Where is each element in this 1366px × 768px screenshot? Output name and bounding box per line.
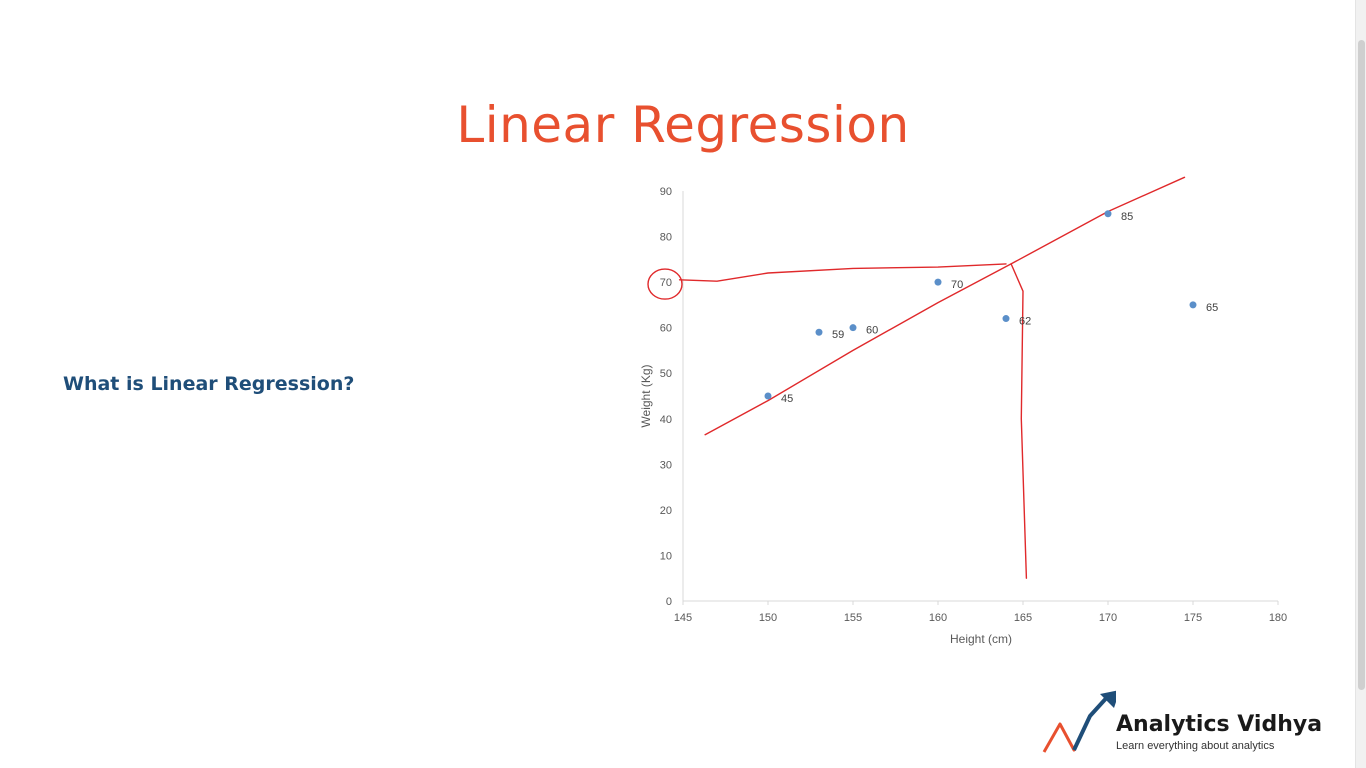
y-tick-label: 40 <box>660 414 672 426</box>
vertical-guide-line <box>1010 263 1028 579</box>
data-label: 59 <box>832 329 844 341</box>
x-tick-label: 175 <box>1184 612 1202 624</box>
data-point <box>764 392 772 400</box>
data-label: 60 <box>866 325 878 337</box>
y-axis-title: Weight (Kg) <box>639 364 653 427</box>
data-point <box>849 324 857 332</box>
slide-title: Linear Regression <box>456 96 910 154</box>
x-tick-label: 160 <box>929 612 947 624</box>
y-tick-label: 20 <box>660 505 672 517</box>
circled-tick-annotation <box>647 268 683 300</box>
chart-annotations <box>647 176 1186 579</box>
y-tick-label: 50 <box>660 368 672 380</box>
data-label: 62 <box>1019 316 1031 328</box>
x-tick-label: 180 <box>1269 612 1287 624</box>
y-tick-label: 80 <box>660 232 672 244</box>
x-tick-label: 145 <box>674 612 692 624</box>
x-axis-title: Height (cm) <box>950 632 1012 646</box>
analytics-vidhya-logo: Analytics Vidhya Learn everything about … <box>1040 688 1340 758</box>
question-text: What is Linear Regression? <box>63 373 355 395</box>
data-label: 70 <box>951 279 963 291</box>
logo-name: Analytics Vidhya <box>1116 712 1323 737</box>
logo-tagline: Learn everything about analytics <box>1116 740 1275 752</box>
data-label: 65 <box>1206 302 1218 314</box>
chart-axes <box>682 191 1278 602</box>
data-label: 85 <box>1121 211 1133 223</box>
data-point <box>1189 301 1197 309</box>
data-point <box>934 278 942 286</box>
data-label: 45 <box>781 393 793 405</box>
data-point <box>1104 210 1112 218</box>
y-tick-label: 90 <box>660 186 672 198</box>
x-tick-label: 150 <box>759 612 777 624</box>
y-tick-label: 10 <box>660 550 672 562</box>
data-point <box>1002 315 1010 323</box>
y-tick-label: 70 <box>660 277 672 289</box>
scrollbar-track[interactable] <box>1355 0 1366 768</box>
scrollbar-thumb[interactable] <box>1358 40 1365 690</box>
chart-ticks: 145 150 155 160 165 170 175 180 0 10 20 30 40 50 60 70 8… <box>660 186 1287 624</box>
x-tick-label: 170 <box>1099 612 1117 624</box>
logo-arrow-icon <box>1042 690 1116 753</box>
x-tick-label: 155 <box>844 612 862 624</box>
data-point <box>815 328 823 336</box>
chart-points: 45 59 60 70 62 85 65 <box>764 210 1218 405</box>
y-tick-label: 30 <box>660 459 672 471</box>
regression-line <box>704 176 1186 436</box>
x-tick-label: 165 <box>1014 612 1032 624</box>
horizontal-guide-line <box>678 263 1007 282</box>
y-tick-label: 60 <box>660 323 672 335</box>
y-tick-label: 0 <box>666 596 672 608</box>
